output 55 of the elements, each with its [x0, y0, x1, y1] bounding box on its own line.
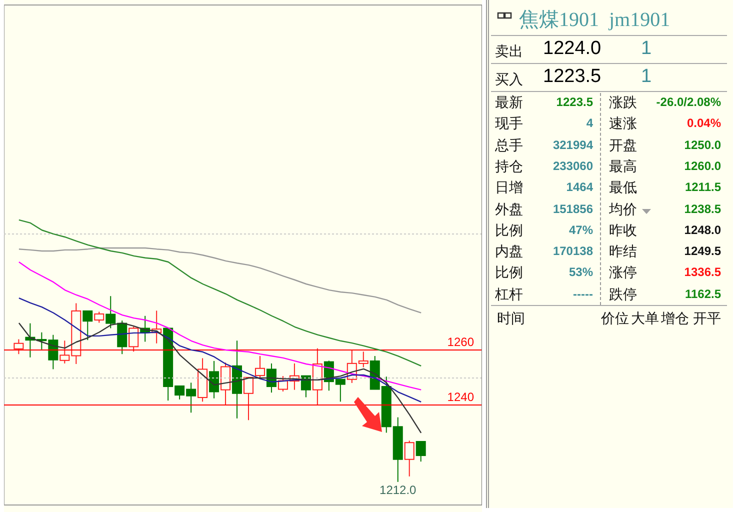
text: 价位 [601, 310, 629, 328]
y-tick-label: 1260 [447, 335, 474, 350]
text: 1464 [565, 180, 593, 194]
text: 时间 [497, 310, 525, 328]
text: 昨结 [609, 243, 637, 262]
text: 昨收 [609, 222, 637, 240]
text: 卖出 [495, 43, 523, 61]
text: 最低 [609, 179, 637, 198]
text: 53% [568, 265, 593, 280]
text: 开平 [693, 310, 721, 328]
text: 内盘 [495, 243, 523, 262]
text: 1223.5 [555, 95, 593, 109]
text: 151856 [552, 202, 593, 216]
text: 1238.5 [683, 202, 721, 216]
y-tick-label: 1240 [447, 390, 474, 404]
text: 0.04% [686, 116, 721, 130]
text: 最高 [609, 158, 637, 176]
text: 均价 [609, 200, 637, 218]
annotation: 1212.0 [380, 482, 417, 497]
text: 涨跌 [609, 94, 637, 112]
text: 1250.0 [683, 138, 721, 152]
text: 1 [641, 66, 652, 88]
text: 170138 [552, 244, 593, 258]
text: 杠杆 [495, 286, 523, 304]
text: 1 [641, 38, 652, 60]
text: 现手 [495, 115, 523, 134]
text: 买入 [495, 71, 523, 89]
text: 321994 [552, 138, 593, 152]
text: 1211.5 [684, 180, 721, 194]
text: 持仓 [495, 158, 523, 176]
text: 4 [585, 116, 593, 130]
text: 大单 [631, 310, 659, 328]
text: 233060 [552, 158, 593, 173]
text: 总手 [495, 136, 523, 155]
text: 47% [568, 222, 593, 237]
text: -26.0/2.08% [655, 95, 721, 109]
text: 1249.5 [683, 244, 721, 258]
text: 涨停 [609, 264, 637, 282]
text: 外盘 [495, 200, 523, 218]
text: 比例 [495, 222, 523, 240]
text: 1336.5 [683, 265, 721, 280]
text: 最新 [495, 94, 523, 112]
text: 1224.0 [543, 38, 602, 60]
text: 比例 [495, 264, 523, 282]
text: 1248.0 [683, 222, 721, 237]
text: 跌停 [609, 286, 637, 304]
text: 焦煤1901 jm1901 [519, 8, 670, 33]
text: 增仓 [661, 310, 689, 328]
text: 1223.5 [543, 66, 602, 88]
text: 开盘 [609, 136, 637, 155]
text: 1162.5 [684, 286, 721, 301]
text: 速涨 [609, 115, 637, 134]
text: ----- [572, 286, 593, 301]
text: 1260.0 [683, 158, 721, 173]
text: 日增 [495, 179, 523, 198]
